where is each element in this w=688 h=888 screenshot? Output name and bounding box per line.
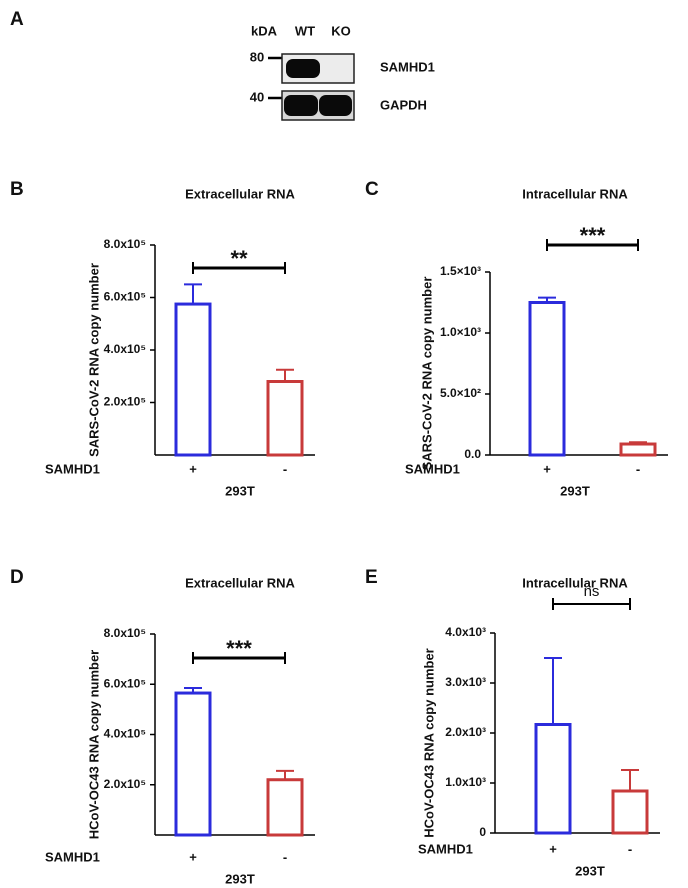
panel-letter: C (365, 179, 379, 200)
x-axis-label: 293T (225, 871, 255, 886)
category-label: + (543, 461, 551, 476)
category-label: + (549, 841, 557, 856)
bar (534, 723, 572, 835)
y-tick-label: 2.0x10⁵ (104, 395, 146, 409)
bar (266, 380, 304, 457)
bar (619, 442, 657, 457)
panel-letter: A (10, 9, 24, 30)
y-tick-label: 4.0x10⁵ (104, 727, 146, 741)
y-tick-label: 3.0x10³ (445, 675, 486, 689)
category-label: - (628, 841, 632, 856)
band (319, 95, 352, 116)
unit-label: kDA (251, 23, 278, 38)
x-axis-label: 293T (560, 483, 590, 498)
category-label: - (283, 849, 287, 864)
y-tick-label: 8.0x10⁵ (104, 237, 146, 251)
row-label: SAMHD1 (418, 841, 473, 856)
category-label: + (189, 461, 197, 476)
y-tick-label: 0.0 (464, 447, 481, 461)
row-label: SAMHD1 (405, 461, 460, 476)
x-axis-label: 293T (575, 863, 605, 878)
row-label: SAMHD1 (45, 849, 100, 864)
y-tick-label: 6.0x10⁵ (104, 290, 146, 304)
bar (528, 301, 566, 457)
y-tick-label: 4.0x10⁵ (104, 342, 146, 356)
band (284, 95, 318, 116)
marker-label: 80 (250, 49, 264, 64)
y-tick-label: 5.0×10² (440, 386, 481, 400)
significance: ** (230, 246, 248, 271)
row-label: SAMHD1 (45, 461, 100, 476)
significance: *** (580, 223, 606, 248)
panel-letter: E (365, 567, 378, 588)
panel-letter: B (10, 179, 24, 200)
marker-label: 40 (250, 89, 264, 104)
bar (266, 778, 304, 837)
y-tick-label: 2.0x10³ (445, 725, 486, 739)
y-tick-label: 6.0x10⁵ (104, 676, 146, 690)
significance: *** (226, 636, 252, 661)
y-axis-label: HCoV-OC43 RNA copy number (421, 648, 436, 838)
bar (174, 302, 212, 457)
chart-title: Extracellular RNA (185, 186, 295, 201)
protein-label: SAMHD1 (380, 59, 435, 74)
y-tick-label: 1.5×10³ (440, 264, 481, 278)
y-axis-label: SARS-CoV-2 RNA copy number (86, 263, 101, 457)
x-axis-label: 293T (225, 483, 255, 498)
y-axis-label: SARS-CoV-2 RNA copy number (419, 277, 434, 471)
y-tick-label: 2.0x10⁵ (104, 777, 146, 791)
band (286, 59, 320, 78)
protein-label: GAPDH (380, 97, 427, 112)
y-tick-label: 4.0x10³ (445, 625, 486, 639)
category-label: - (636, 461, 640, 476)
panel-letter: D (10, 567, 24, 588)
blot-panel: A kDA WT KO 80 40 SAMHD1 GAPDH (10, 9, 435, 121)
chart-title: Extracellular RNA (185, 575, 295, 590)
lane-label: KO (331, 23, 351, 38)
lane-label: WT (295, 23, 315, 38)
y-tick-label: 8.0x10⁵ (104, 626, 146, 640)
chart-title: Intracellular RNA (522, 575, 628, 590)
bar (174, 691, 212, 837)
chart-title: Intracellular RNA (522, 186, 628, 201)
category-label: - (283, 461, 287, 476)
significance: ns (584, 583, 600, 600)
y-tick-label: 1.0×10³ (440, 325, 481, 339)
category-label: + (189, 849, 197, 864)
y-tick-label: 0 (479, 825, 486, 839)
bar (611, 789, 649, 835)
y-axis-label: HCoV-OC43 RNA copy number (86, 650, 101, 840)
y-tick-label: 1.0x10³ (445, 775, 486, 789)
